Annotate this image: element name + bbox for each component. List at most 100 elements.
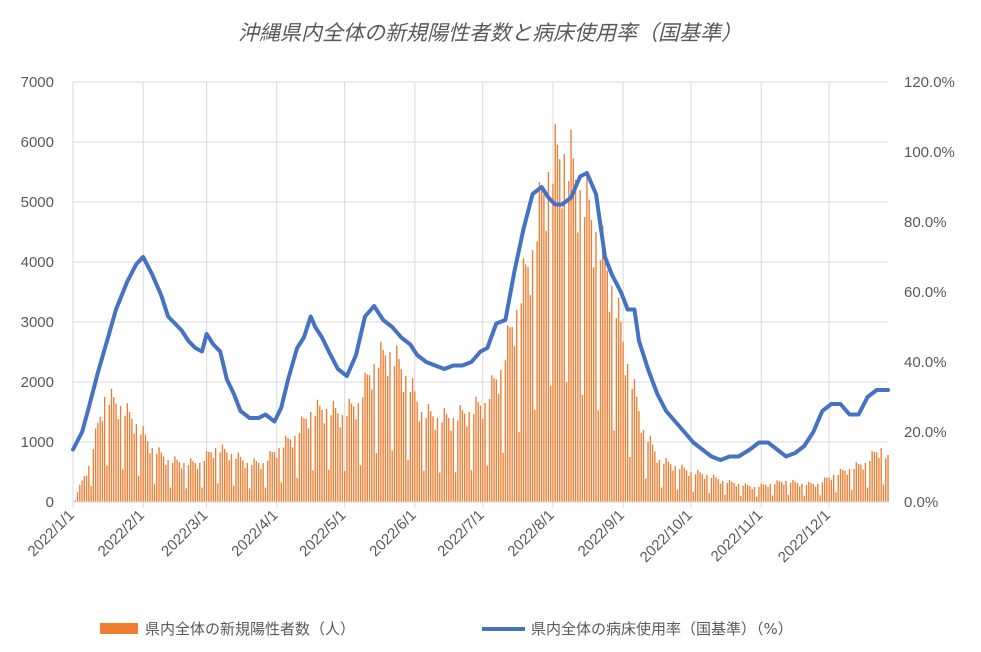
bar	[667, 461, 670, 502]
bar	[794, 481, 796, 502]
bar	[830, 480, 833, 502]
bar	[783, 484, 785, 502]
bar	[210, 452, 212, 502]
bar	[328, 469, 330, 502]
bar	[583, 217, 586, 502]
bar	[414, 391, 416, 502]
bar	[432, 416, 434, 502]
bar	[192, 461, 194, 502]
bar	[636, 396, 638, 502]
bar	[319, 405, 321, 502]
bar	[416, 401, 418, 502]
bar	[167, 460, 169, 502]
bar	[593, 267, 595, 502]
bar	[853, 469, 855, 502]
bar	[552, 183, 554, 502]
bar	[765, 484, 767, 502]
bar	[76, 492, 79, 502]
bar	[563, 154, 565, 502]
bar	[434, 429, 436, 502]
bar	[681, 464, 683, 502]
bar	[196, 468, 199, 502]
bar	[201, 487, 203, 502]
bar	[334, 407, 337, 502]
bar	[137, 475, 140, 502]
bar	[303, 418, 305, 502]
bar	[230, 454, 233, 502]
chart-title: 沖縄県内全体の新規陽性者数と病床使用率（国基準）	[238, 21, 742, 45]
bar	[851, 490, 853, 502]
bar	[808, 481, 810, 502]
bar	[617, 297, 620, 502]
bar	[577, 232, 579, 502]
bar	[518, 431, 520, 502]
bar	[821, 482, 824, 502]
bar	[638, 411, 640, 502]
bar	[362, 397, 364, 502]
bar	[590, 220, 593, 502]
bar	[461, 410, 464, 502]
bar	[536, 241, 538, 502]
bar	[368, 375, 371, 502]
bar	[531, 250, 534, 502]
bar	[312, 470, 314, 502]
bar	[377, 367, 380, 502]
bar	[110, 388, 113, 502]
bar	[436, 418, 439, 502]
bar	[126, 403, 129, 502]
y-left-tick-label: 2000	[21, 374, 54, 391]
bar	[527, 267, 529, 502]
legend: 県内全体の新規陽性者数（人） 県内全体の病床使用率（国基準）（%）	[100, 620, 793, 638]
y-right-tick-label: 40.0%	[904, 354, 947, 371]
bar	[468, 412, 470, 502]
bar	[219, 452, 221, 502]
bar	[771, 495, 774, 502]
bar	[595, 232, 597, 502]
bar	[445, 413, 448, 502]
bar	[454, 472, 457, 502]
bar	[151, 448, 153, 502]
bar	[832, 475, 835, 502]
bar	[522, 258, 525, 502]
y-right-tick-label: 20.0%	[904, 424, 947, 441]
bar	[393, 366, 396, 502]
bar	[735, 486, 737, 502]
line-series-bed-occupancy	[71, 171, 890, 462]
bar	[350, 403, 353, 502]
bar	[855, 462, 857, 502]
bar	[672, 470, 674, 502]
bar	[701, 474, 704, 502]
bar	[602, 225, 604, 502]
bar	[509, 327, 511, 502]
bar	[260, 468, 262, 502]
bar	[876, 452, 878, 502]
bar	[208, 452, 210, 502]
bar	[699, 472, 701, 502]
bar	[726, 482, 728, 502]
bar	[337, 413, 339, 502]
bar	[740, 495, 742, 502]
bar	[658, 460, 661, 502]
bar	[178, 462, 181, 502]
bar	[398, 358, 400, 502]
bar	[545, 230, 547, 502]
bar	[543, 194, 545, 503]
bar	[375, 453, 378, 502]
x-tick-label: 2022/4/1	[228, 507, 281, 560]
bar	[846, 474, 848, 502]
bar	[81, 480, 83, 502]
bar	[457, 420, 459, 502]
x-tick-label: 2022/5/1	[296, 507, 349, 560]
bar	[300, 416, 303, 502]
bar	[792, 479, 794, 502]
bar	[321, 409, 323, 502]
bar	[842, 470, 844, 502]
bar	[310, 412, 312, 502]
bar	[758, 486, 760, 502]
bar	[529, 295, 531, 502]
bar	[389, 352, 391, 502]
bar	[819, 495, 821, 502]
bar	[742, 485, 744, 502]
bar	[396, 345, 398, 502]
